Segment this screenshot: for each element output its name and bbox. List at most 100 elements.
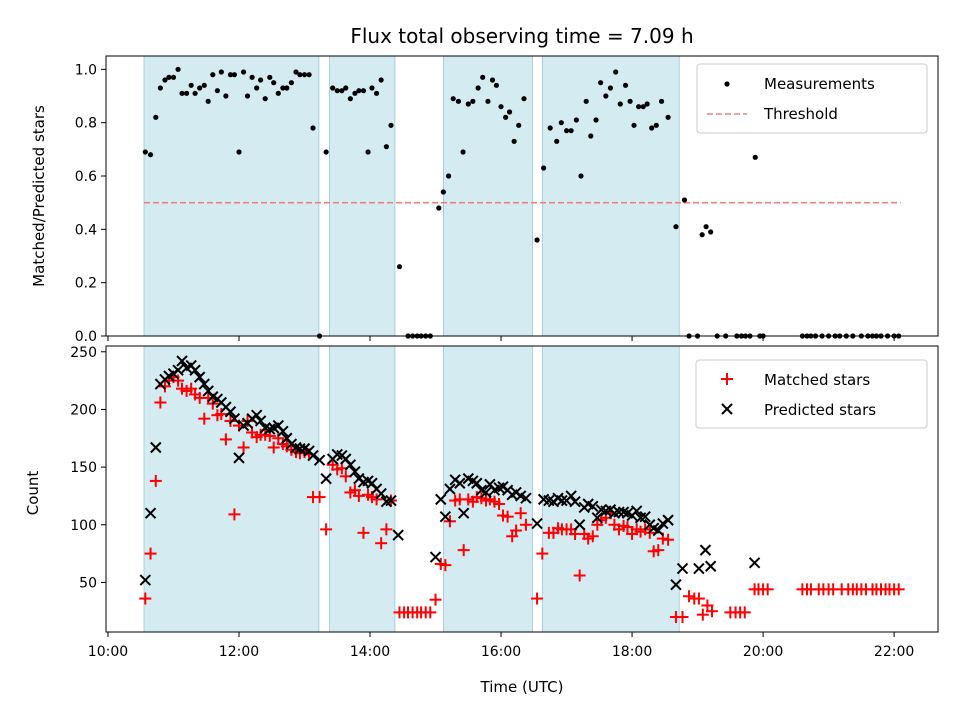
predicted-star-point — [307, 449, 319, 462]
top-y-tick-label: 0.2 — [75, 276, 97, 292]
measurement-point — [205, 98, 211, 104]
measurement-point — [175, 66, 181, 72]
predicted-star-point — [657, 517, 669, 530]
measurement-point — [293, 69, 299, 75]
measurement-point — [607, 85, 614, 91]
measurement-point — [649, 125, 655, 131]
predicted-star-point — [313, 454, 326, 466]
bottom-y-tick-label: 200 — [70, 402, 97, 418]
shaded-interval — [143, 345, 320, 633]
predicted-star-point — [172, 364, 184, 376]
legend-label-predicted: Predicted stars — [764, 401, 876, 419]
predicted-star-point — [228, 412, 241, 425]
predicted-star-point — [670, 579, 682, 591]
predicted-star-point — [144, 507, 157, 519]
bottom-legend-box — [695, 359, 928, 429]
predicted-star-point — [277, 425, 289, 438]
predicted-star-point — [457, 507, 470, 519]
matched-star-point — [149, 474, 162, 487]
matched-star-point — [267, 441, 280, 454]
measurement-point — [240, 69, 247, 75]
shaded-interval — [442, 345, 533, 633]
matched-star-point — [375, 537, 388, 550]
measurement-point — [258, 77, 264, 83]
predicted-star-point — [639, 510, 651, 523]
predicted-star-point — [375, 487, 387, 500]
matched-star-point — [519, 518, 532, 531]
measurement-point — [617, 101, 623, 107]
predicted-star-point — [254, 415, 267, 427]
predicted-star-point — [150, 441, 162, 454]
measurement-point — [636, 104, 642, 110]
measurement-point — [244, 93, 251, 99]
matched-star-point — [237, 441, 250, 454]
measurement-point — [568, 128, 574, 134]
matched-star-point — [536, 547, 549, 560]
measurement-point — [284, 85, 290, 91]
matched-star-point — [501, 510, 514, 523]
predicted-star-point — [531, 517, 543, 530]
measurement-point — [201, 82, 207, 88]
bottom-y-tick-label: 100 — [70, 518, 97, 534]
measurement-point — [489, 77, 496, 83]
x-tick-label: 12:00 — [219, 644, 259, 660]
top-y-ticks: 0.0 0.2 0.4 0.6 0.8 1.0 — [75, 62, 106, 345]
measurement-point — [356, 88, 362, 94]
matched-star-point — [370, 493, 383, 506]
measurement-point — [301, 72, 308, 78]
top-y-tick-label: 0.6 — [75, 169, 97, 185]
matched-star-point — [198, 412, 211, 425]
predicted-star-point — [349, 465, 361, 478]
measurement-point — [343, 85, 349, 91]
matched-star-point — [683, 590, 696, 603]
predicted-star-point — [193, 371, 206, 383]
measurement-point — [267, 74, 273, 80]
measurement-point — [673, 224, 679, 230]
measurement-point — [360, 88, 367, 94]
chart-title: Flux total observing time = 7.09 h — [350, 24, 693, 48]
matched-star-point — [380, 523, 393, 536]
predicted-star-point — [652, 524, 664, 537]
shaded-interval — [541, 55, 680, 337]
matched-star-point — [215, 408, 228, 421]
measurement-point — [603, 93, 609, 99]
measurement-point — [396, 264, 403, 270]
measurement-point — [521, 96, 527, 102]
matched-star-point — [352, 489, 365, 502]
predicted-star-point — [264, 423, 276, 435]
matched-star-point — [692, 592, 705, 605]
matched-star-point — [493, 497, 506, 510]
measurement-point — [547, 125, 553, 131]
shaded-interval — [442, 55, 533, 337]
predicted-star-point — [520, 492, 532, 504]
measurement-point — [378, 77, 384, 83]
measurement-point — [218, 69, 224, 75]
measurement-point — [699, 232, 705, 238]
measurement-point — [455, 98, 462, 104]
predicted-star-point — [176, 355, 188, 367]
measurement-point — [157, 85, 163, 91]
matched-star-point — [705, 605, 718, 618]
predicted-star-point — [704, 560, 717, 572]
matched-star-point — [457, 544, 470, 557]
matched-star-point — [313, 491, 326, 504]
measurement-point — [339, 88, 345, 94]
predicted-star-point — [480, 486, 492, 499]
matched-star-point — [439, 559, 452, 572]
matched-star-point — [761, 583, 774, 596]
measurement-point — [236, 149, 242, 155]
measurement-point — [365, 149, 371, 155]
matched-star-point — [652, 544, 665, 557]
measurement-point — [275, 90, 281, 96]
legend-marker-predicted — [721, 403, 733, 415]
top-y-tick-label: 0.0 — [75, 329, 97, 345]
x-tick-label: 22:00 — [874, 644, 914, 660]
bottom-x-axis-label: Time (UTC) — [480, 678, 564, 696]
measurement-point — [485, 98, 491, 104]
x-tick-label: 10:00 — [88, 644, 128, 660]
measurement-point — [534, 237, 540, 243]
predicted-star-point — [693, 562, 705, 575]
top-x-ticks — [107, 336, 895, 341]
measurement-point — [373, 90, 380, 96]
